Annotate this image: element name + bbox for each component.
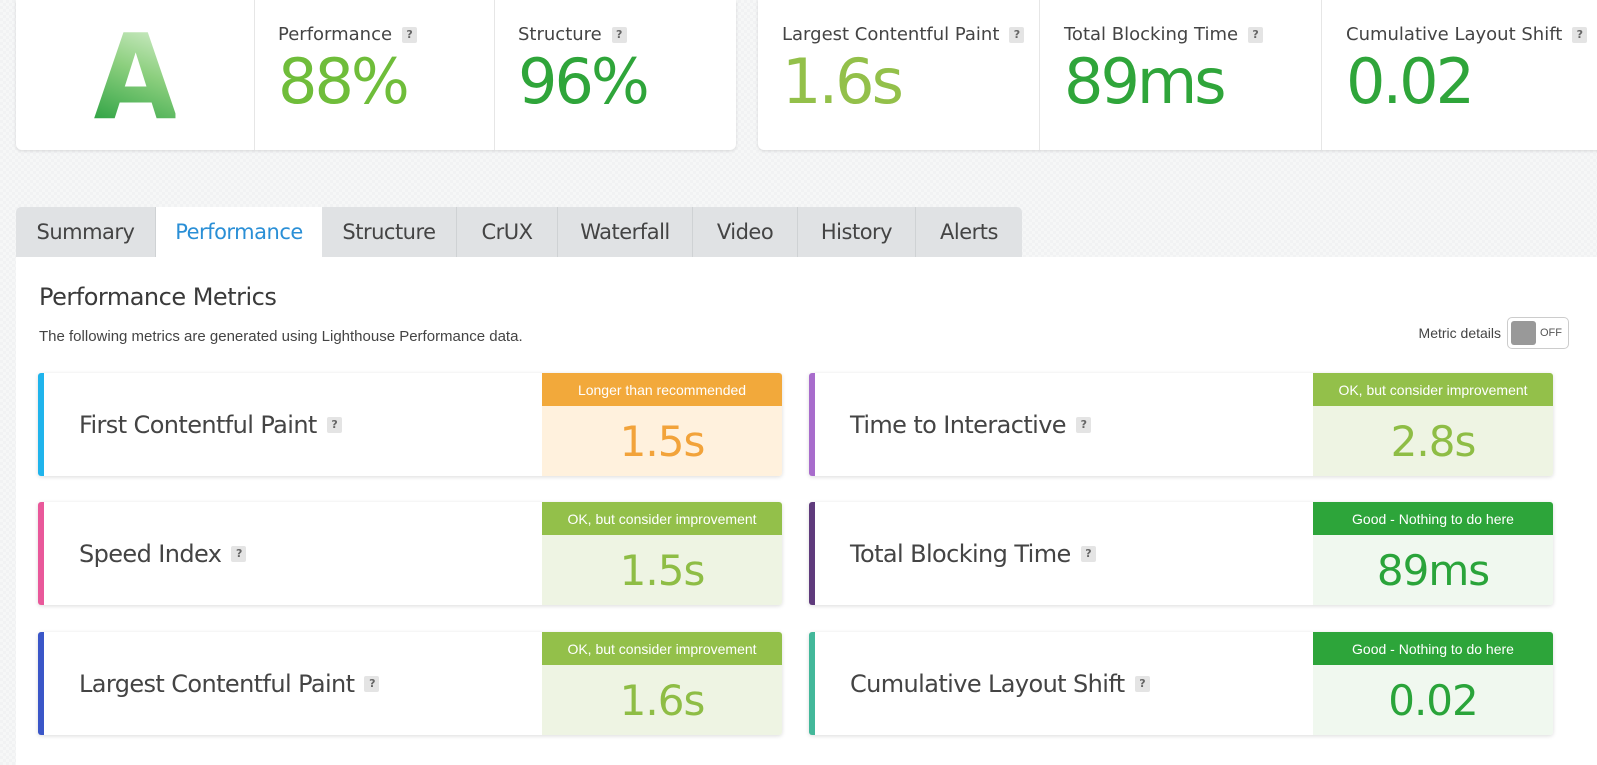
vital-value: 0.02	[1346, 45, 1475, 118]
metric-name: Time to Interactive	[850, 410, 1067, 439]
help-icon[interactable]: ?	[1572, 26, 1588, 43]
score-value: 96%	[518, 45, 650, 118]
metric-value: 1.6s	[542, 665, 782, 735]
metric-first-contentful-paint: First Contentful Paint ? Longer than rec…	[38, 373, 782, 476]
metric-details-control: Metric details OFF	[1419, 317, 1569, 349]
help-icon[interactable]: ?	[611, 26, 627, 43]
score-value: 88%	[278, 45, 410, 118]
help-icon[interactable]: ?	[1134, 675, 1150, 692]
metric-value: 0.02	[1313, 665, 1553, 735]
grade-cell: A	[16, 0, 255, 150]
vital-label: Total Blocking Time	[1064, 24, 1239, 45]
toggle-state: OFF	[1540, 327, 1562, 339]
score-label: Structure	[518, 24, 602, 45]
metric-status-badge: OK, but consider improvement 1.6s	[542, 632, 782, 735]
metric-name: Speed Index	[79, 539, 222, 568]
metric-value: 2.8s	[1313, 406, 1553, 476]
metric-status-badge: Good - Nothing to do here 0.02	[1313, 632, 1553, 735]
tab-waterfall[interactable]: Waterfall	[558, 207, 693, 257]
metric-status: Good - Nothing to do here	[1313, 632, 1553, 665]
metric-status: OK, but consider improvement	[542, 632, 782, 665]
metric-status-badge: Longer than recommended 1.5s	[542, 373, 782, 476]
help-icon[interactable]: ?	[326, 416, 342, 433]
panel-subtitle: The following metrics are generated usin…	[39, 328, 523, 345]
report-tabs: Summary Performance Structure CrUX Water…	[16, 207, 1022, 257]
grade-scores-card: A Performance ? 88% Structure ? 96%	[16, 0, 736, 150]
help-icon[interactable]: ?	[364, 675, 380, 692]
metric-name: Largest Contentful Paint	[79, 669, 355, 698]
metric-value: 89ms	[1313, 535, 1553, 605]
metric-status: OK, but consider improvement	[1313, 373, 1553, 406]
toggle-knob	[1511, 321, 1536, 345]
help-icon[interactable]: ?	[1009, 26, 1025, 43]
help-icon[interactable]: ?	[1248, 26, 1264, 43]
panel-title: Performance Metrics	[39, 283, 277, 311]
metric-name: Cumulative Layout Shift	[850, 669, 1125, 698]
metric-value: 1.5s	[542, 535, 782, 605]
tab-summary[interactable]: Summary	[16, 207, 156, 257]
metric-speed-index: Speed Index ? OK, but consider improveme…	[38, 502, 782, 605]
grade-letter: A	[93, 8, 178, 146]
metric-cumulative-layout-shift: Cumulative Layout Shift ? Good - Nothing…	[809, 632, 1553, 735]
vital-lcp: Largest Contentful Paint ? 1.6s	[758, 0, 1040, 150]
metric-details-label: Metric details	[1418, 325, 1501, 341]
tab-video[interactable]: Video	[693, 207, 798, 257]
metric-status: Good - Nothing to do here	[1313, 502, 1553, 535]
metric-status-badge: Good - Nothing to do here 89ms	[1313, 502, 1553, 605]
help-icon[interactable]: ?	[231, 545, 247, 562]
metric-largest-contentful-paint: Largest Contentful Paint ? OK, but consi…	[38, 632, 782, 735]
metric-status-badge: OK, but consider improvement 1.5s	[542, 502, 782, 605]
metric-details-toggle[interactable]: OFF	[1507, 317, 1569, 349]
metric-status-badge: OK, but consider improvement 2.8s	[1313, 373, 1553, 476]
vital-value: 89ms	[1064, 45, 1227, 118]
vital-tbt: Total Blocking Time ? 89ms	[1040, 0, 1322, 150]
metric-value: 1.5s	[542, 406, 782, 476]
vital-label: Cumulative Layout Shift	[1346, 24, 1563, 45]
tab-performance[interactable]: Performance	[156, 207, 322, 257]
metric-name: Total Blocking Time	[850, 539, 1071, 568]
vital-cls: Cumulative Layout Shift ? 0.02	[1322, 0, 1597, 150]
metric-total-blocking-time: Total Blocking Time ? Good - Nothing to …	[809, 502, 1553, 605]
vital-label: Largest Contentful Paint	[782, 24, 1000, 45]
metric-name: First Contentful Paint	[79, 410, 317, 439]
web-vitals-card: Largest Contentful Paint ? 1.6s Total Bl…	[758, 0, 1597, 150]
tab-alerts[interactable]: Alerts	[916, 207, 1022, 257]
tab-history[interactable]: History	[798, 207, 916, 257]
metric-status: OK, but consider improvement	[542, 502, 782, 535]
metric-status: Longer than recommended	[542, 373, 782, 406]
help-icon[interactable]: ?	[402, 26, 418, 43]
tab-structure[interactable]: Structure	[322, 207, 457, 257]
metric-time-to-interactive: Time to Interactive ? OK, but consider i…	[809, 373, 1553, 476]
help-icon[interactable]: ?	[1075, 416, 1091, 433]
tab-crux[interactable]: CrUX	[457, 207, 558, 257]
help-icon[interactable]: ?	[1080, 545, 1096, 562]
performance-panel: Performance Metrics The following metric…	[16, 257, 1597, 765]
score-performance: Performance ? 88%	[255, 0, 495, 150]
score-structure: Structure ? 96%	[495, 0, 735, 150]
vital-value: 1.6s	[782, 45, 904, 118]
score-label: Performance	[278, 24, 393, 45]
